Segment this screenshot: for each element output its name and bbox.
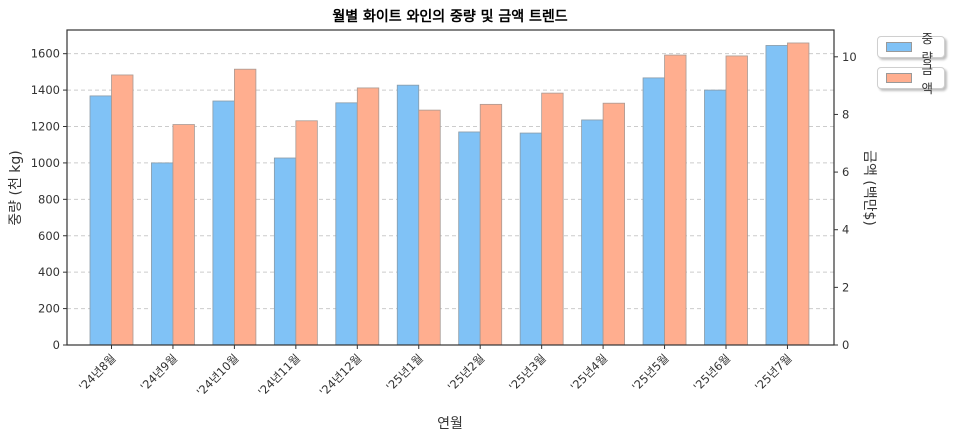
bar-amount (787, 42, 810, 346)
bar-amount (418, 109, 441, 346)
y2-tick-label: 8 (842, 107, 849, 121)
bar-amount (479, 103, 503, 346)
bar-weight (212, 100, 235, 346)
x-axis-label: 연월 (437, 416, 463, 432)
x-tick-label: '25년1월 (383, 351, 426, 394)
bar-amount (664, 54, 687, 346)
x-axis: '24년8월 '24년9월 '24년10월 '24년11월 '24년12월 '25년1월 '… (76, 345, 795, 399)
legend-label: 금액 (921, 62, 933, 96)
bar-weight (458, 131, 481, 346)
right-y-axis: 0 2 4 6 8 10 (834, 50, 857, 352)
bar-weight (704, 89, 727, 346)
x-tick-label: '24년9월 (137, 351, 180, 394)
bar-weight (581, 119, 604, 346)
bar-amount (602, 102, 625, 346)
y-tick-label: 600 (38, 229, 60, 243)
y-tick-label: 1000 (31, 156, 60, 170)
legend-item-amount[interactable]: 금액 (877, 62, 945, 96)
y-tick-label: 400 (38, 265, 60, 279)
y-tick-label: 1600 (31, 47, 60, 61)
legend-item-weight[interactable]: 중량 (877, 31, 945, 65)
bar-weight (151, 162, 174, 346)
bar-amount (356, 87, 380, 346)
bar-amount (233, 68, 257, 346)
bar-amount (295, 120, 318, 346)
bar-amount (111, 74, 134, 346)
x-tick-label: '25년4월 (568, 351, 611, 394)
y-tick-label: 200 (38, 302, 60, 316)
legend-swatch-weight (886, 42, 913, 52)
y-tick-label: 1400 (31, 83, 60, 97)
legend-label: 중량 (921, 31, 933, 65)
bar-amount (725, 55, 748, 346)
left-y-axis: 0 200 400 600 800 1000 1200 1400 1600 (31, 47, 67, 352)
bars (89, 42, 810, 346)
x-tick-label: '24년12월 (317, 351, 365, 399)
bar-weight (273, 157, 297, 346)
bar-weight (89, 95, 112, 346)
bar-weight (642, 77, 665, 346)
y2-tick-label: 10 (842, 50, 857, 64)
x-tick-label: '25년6월 (690, 351, 733, 394)
y-tick-label: 800 (38, 192, 60, 206)
y-tick-label: 1200 (31, 120, 60, 134)
bar-amount (541, 92, 564, 346)
x-tick-label: '25년5월 (629, 351, 672, 394)
y2-tick-label: 4 (842, 223, 849, 237)
y2-axis-label: 금액 (백만$) (861, 150, 877, 226)
x-tick-label: '25년2월 (445, 351, 488, 394)
chart-title: 월별 화이트 와인의 중량 및 금액 트렌드 (332, 8, 567, 25)
legend: 중량 금액 (877, 31, 945, 98)
x-tick-label: '24년11월 (255, 351, 303, 399)
y-axis-label: 중량 (천 kg) (8, 150, 24, 225)
legend-swatch-amount (886, 73, 913, 83)
bar-weight (765, 45, 788, 346)
y2-tick-label: 2 (842, 280, 849, 294)
x-tick-label: '24년10월 (194, 351, 242, 399)
x-tick-label: '25년7월 (752, 351, 795, 394)
plot-frame (66, 29, 835, 346)
y2-tick-label: 6 (842, 165, 849, 179)
y2-tick-label: 0 (842, 338, 849, 352)
bar-weight (396, 84, 420, 346)
bar-amount (172, 124, 195, 346)
bar-weight (519, 132, 543, 346)
x-tick-label: '24년8월 (76, 351, 119, 394)
y-tick-label: 0 (53, 338, 60, 352)
bar-weight (335, 102, 358, 346)
x-tick-label: '25년3월 (506, 351, 549, 394)
